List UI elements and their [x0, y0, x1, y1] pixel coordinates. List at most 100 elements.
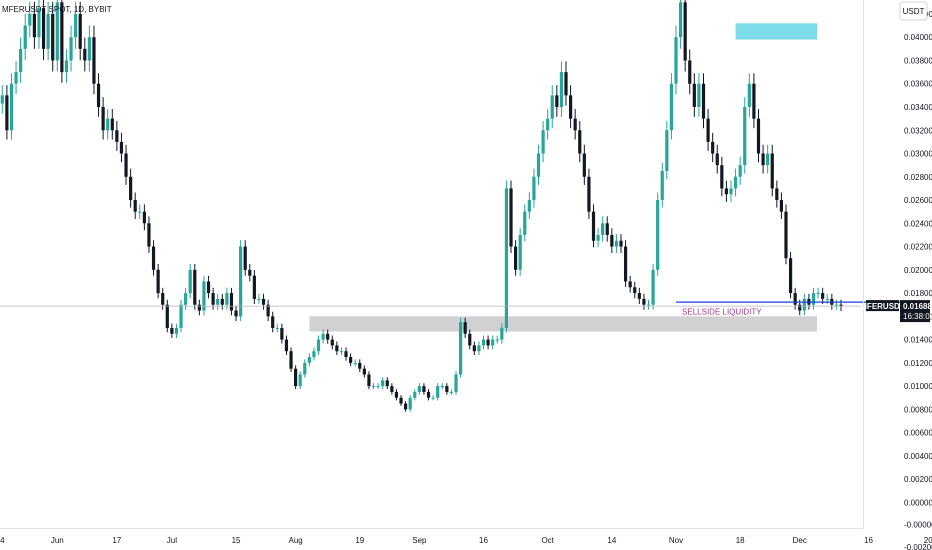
candle-body: [656, 200, 660, 270]
candle-body: [206, 281, 211, 294]
candle-body: [289, 351, 293, 369]
candle: [147, 216, 151, 253]
candle-body: [564, 72, 568, 96]
candle: [628, 275, 632, 293]
candle-body: [555, 95, 559, 107]
candle: [220, 293, 224, 310]
supply-zone: [735, 23, 817, 40]
candle: [316, 335, 321, 356]
candle: [532, 168, 536, 208]
candle: [330, 335, 334, 350]
candle: [477, 341, 481, 356]
candle-body: [32, 13, 36, 38]
candle: [385, 377, 389, 390]
candle: [816, 287, 820, 299]
candle-body: [468, 333, 472, 346]
plot-area[interactable]: SELLSIDE LIQUIDITY: [0, 0, 901, 412]
y-tick-label: 0.02400: [904, 219, 932, 228]
x-tick-label: 17: [112, 536, 121, 545]
candle: [500, 323, 504, 344]
candle: [614, 234, 619, 253]
candle: [106, 109, 110, 140]
candle: [761, 144, 765, 174]
candle: [413, 389, 417, 401]
y-tick-label: 0.02600: [904, 196, 932, 205]
candle-body: [793, 293, 797, 305]
symbol-price-tag: MFERUSDT: [860, 300, 905, 312]
candle: [188, 264, 192, 299]
currency-badge[interactable]: USDT: [899, 1, 928, 21]
candle: [582, 144, 586, 185]
candle-body: [142, 211, 146, 224]
candle-body: [454, 374, 458, 392]
candle-body: [303, 362, 307, 375]
candle-body: [51, 13, 55, 61]
candle-body: [298, 374, 302, 387]
candle-body: [642, 298, 646, 305]
candle-body: [665, 130, 669, 171]
candle-body: [839, 304, 843, 307]
candle-body: [738, 165, 742, 177]
symbol-tag-text: MFERUSDT: [860, 302, 905, 311]
candle: [202, 275, 206, 316]
candle-body: [0, 95, 4, 104]
candle-body: [161, 293, 165, 305]
candle-body: [151, 246, 156, 270]
candle-body: [9, 83, 14, 131]
candle: [642, 293, 646, 310]
candle-body: [284, 339, 289, 352]
x-tick-label: Nov: [669, 536, 683, 545]
candle-body: [156, 269, 160, 294]
candle-body: [669, 83, 674, 131]
candle: [335, 341, 339, 356]
y-tick-label: 0.01000: [904, 382, 932, 391]
candle-body: [426, 391, 431, 398]
candle-body: [385, 380, 389, 387]
candle-body: [19, 48, 23, 73]
candle-body: [821, 293, 825, 299]
candle: [445, 383, 449, 395]
candle: [41, 0, 46, 61]
candle-body: [816, 293, 820, 295]
candle-body: [147, 223, 151, 247]
candle-body: [825, 298, 829, 300]
candle: [715, 144, 719, 174]
candle: [701, 73, 706, 129]
candle-body: [587, 176, 591, 212]
candle-body: [527, 200, 531, 212]
candle: [674, 25, 678, 95]
candle-body: [179, 304, 183, 328]
candle-body: [46, 13, 50, 49]
candle: [110, 109, 114, 140]
candle-body: [326, 333, 330, 340]
candle-body: [678, 2, 683, 38]
candle-body: [339, 351, 344, 353]
candle-body: [614, 240, 619, 247]
candle-body: [683, 2, 687, 61]
candle-body: [261, 298, 266, 305]
candle-body: [472, 345, 476, 352]
candle-body: [628, 281, 632, 288]
candle: [683, 0, 687, 72]
candle: [802, 293, 806, 316]
candle: [280, 323, 284, 344]
candle: [339, 347, 344, 356]
candle-body: [321, 333, 325, 340]
y-tick-label: 0.01800: [904, 289, 932, 298]
time-axis[interactable]: 4 Jun 17 Jul 15 Aug 19 Sep 16 Oct 14 Nov 18 Dec 16 2025…: [0, 528, 932, 546]
price-axis[interactable]: 0.042000.040000.038000.036000.034000.032…: [860, 0, 932, 550]
candle-body: [271, 316, 275, 328]
candle: [518, 228, 522, 276]
x-tick-label: 16: [864, 536, 873, 545]
candle: [678, 0, 683, 49]
candle: [170, 323, 174, 338]
candle: [596, 228, 600, 248]
candle-body: [41, 8, 46, 49]
candle: [326, 329, 330, 344]
candle: [206, 275, 211, 299]
candle: [381, 377, 385, 390]
candle: [591, 204, 596, 248]
candle: [523, 204, 527, 242]
candle-body: [78, 13, 82, 49]
